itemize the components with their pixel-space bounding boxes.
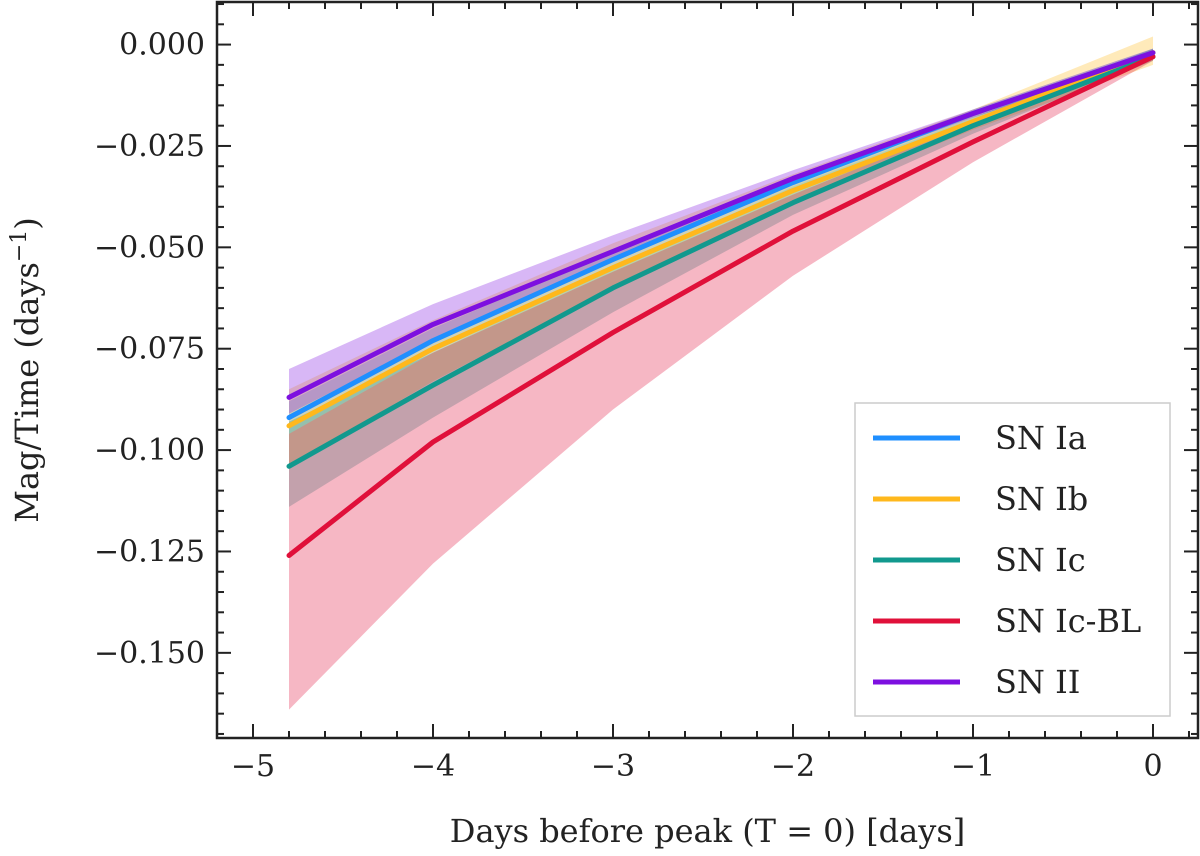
legend-items: SN Ia SN Ib SN Ic SN Ic-BL SN II (873, 419, 1141, 701)
x-tick-label: −2 (771, 749, 815, 784)
legend-label-sn-ic: SN Ic (995, 541, 1086, 579)
y-axis-label: Mag/Time (days−1) (7, 217, 46, 523)
legend: SN Ia SN Ib SN Ic SN Ic-BL SN II (854, 402, 1171, 717)
band-sn-ib (289, 36, 1153, 467)
line-sn-ic (286, 54, 1156, 469)
x-tick-label: −4 (411, 749, 455, 784)
x-tick-label: −1 (951, 749, 995, 784)
x-tick-label: 0 (1143, 749, 1162, 784)
legend-label-sn-ic-bl: SN Ic-BL (995, 602, 1141, 640)
y-axis-label-close: ) (8, 217, 46, 229)
legend-label-sn-ib: SN Ib (995, 480, 1088, 518)
y-tick-label: −0.050 (94, 230, 205, 265)
series-lines (286, 50, 1156, 558)
line-sn-ic-bl (286, 54, 1156, 558)
legend-label-sn-ia: SN Ia (995, 419, 1087, 457)
y-tick-label: −0.150 (94, 636, 205, 671)
band-sn-ic-bl (289, 52, 1153, 710)
y-tick-label: −0.100 (94, 433, 205, 468)
legend-label-sn-ii: SN II (995, 663, 1080, 701)
y-axis-label-main: Mag/Time (days (8, 262, 46, 523)
tick-labels: −5 −4 −3 −2 −1 0 0.000 −0.025 −0.050 −0.075 −0.100… (94, 28, 1163, 784)
band-sn-ic (289, 48, 1153, 507)
line-sn-ii (286, 50, 1156, 400)
x-axis-label: Days before peak (T = 0) [days] (450, 812, 965, 850)
line-sn-ib (286, 50, 1156, 429)
y-tick-label: −0.075 (94, 332, 205, 367)
y-tick-label: 0.000 (119, 28, 205, 63)
x-tick-label: −5 (231, 749, 275, 784)
y-tick-label: −0.025 (94, 129, 205, 164)
y-axis-label-exponent: −1 (7, 230, 32, 262)
x-tick-label: −3 (591, 749, 635, 784)
y-tick-label: −0.125 (94, 534, 205, 569)
plot-frame (215, 0, 1200, 740)
